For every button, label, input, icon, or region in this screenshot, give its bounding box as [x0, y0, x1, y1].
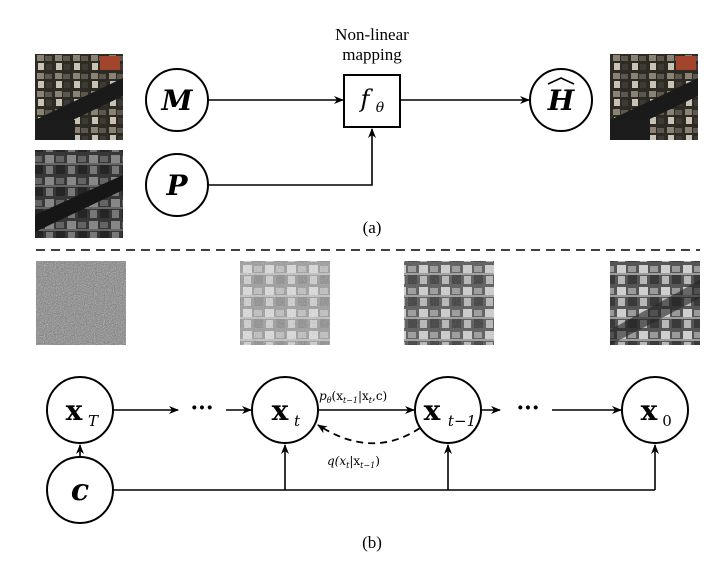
node-x0: x 0	[621, 376, 689, 444]
node-p: P	[145, 153, 209, 217]
hat-icon	[547, 77, 575, 85]
node-h-label: H	[547, 84, 576, 117]
hrms-output-thumbnail	[610, 54, 698, 140]
node-c-label: c	[71, 473, 89, 508]
node-xT: x T	[46, 376, 114, 444]
partially-denoised-image-xt1	[404, 261, 494, 345]
pan-image-thumbnail	[35, 150, 123, 238]
mapping-title-line2: mapping	[342, 45, 402, 64]
node-xT-label: x	[66, 394, 83, 427]
mapping-box: f θ	[343, 74, 401, 128]
node-xt-minus-1: x t−1	[414, 376, 482, 444]
mapping-title-line1: Non-linear	[335, 25, 409, 44]
node-xT-sub: T	[88, 412, 99, 430]
forward-process-arrow	[317, 424, 421, 445]
forward-process-label: q(xt|xt−1)	[327, 454, 380, 470]
node-m-label: M	[161, 84, 194, 117]
ellipsis-right: ···	[517, 395, 540, 421]
node-xt1-label: x	[424, 394, 441, 427]
noise-image-xT	[36, 261, 126, 345]
partially-denoised-image-xt	[240, 261, 330, 345]
caption-b: (b)	[362, 533, 382, 552]
ms-image-thumbnail	[35, 54, 123, 140]
node-xt-label: x	[272, 394, 289, 427]
node-x0-sub: 0	[662, 412, 672, 430]
node-xt-sub: t	[294, 412, 301, 430]
node-xt: x t	[251, 376, 319, 444]
node-h-hat: H	[529, 68, 593, 132]
mapping-theta-sub: θ	[376, 100, 385, 116]
caption-a: (a)	[363, 218, 382, 237]
ellipsis-left: ···	[191, 395, 214, 421]
reverse-process-label: pθ(xt−1|xt,c)	[319, 389, 387, 405]
node-x0-label: x	[641, 394, 658, 427]
node-p-label: P	[165, 169, 188, 202]
node-xt1-sub: t−1	[448, 412, 476, 430]
clean-image-x0	[610, 261, 700, 345]
arrow-p-to-f	[208, 128, 376, 186]
node-c: c	[46, 456, 114, 524]
node-m: M	[145, 68, 209, 132]
